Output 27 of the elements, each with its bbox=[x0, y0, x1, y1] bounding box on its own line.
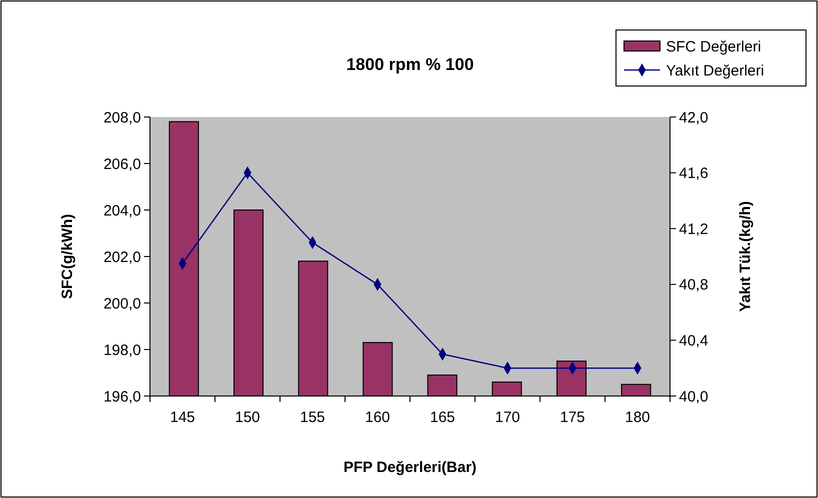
chart-title: 1800 rpm % 100 bbox=[346, 55, 474, 74]
y-tick-label: 208,0 bbox=[103, 109, 141, 126]
y-tick-label: 202,0 bbox=[103, 248, 141, 266]
x-tick-label: 175 bbox=[560, 409, 586, 426]
y2-tick-label: 42,0 bbox=[679, 109, 708, 126]
y-tick-label: 200,0 bbox=[103, 295, 141, 312]
x-tick-label: 150 bbox=[234, 409, 260, 426]
y-tick-label: 204,0 bbox=[103, 202, 141, 220]
x-tick-label: 160 bbox=[364, 409, 390, 426]
legend-label: Yakıt Değerleri bbox=[666, 62, 764, 80]
y-tick-label: 206,0 bbox=[103, 156, 141, 173]
y2-tick-label: 41,2 bbox=[679, 220, 708, 238]
x-tick-label: 165 bbox=[430, 409, 456, 426]
y2-tick-label: 40,8 bbox=[679, 276, 708, 294]
y-tick-label: 198,0 bbox=[103, 342, 141, 359]
legend-label: SFC Değerleri bbox=[666, 38, 762, 56]
x-tick-label: 170 bbox=[494, 409, 520, 426]
y-axis-title: SFC(g/kWh) bbox=[59, 214, 76, 299]
x-tick-label: 155 bbox=[300, 409, 326, 426]
x-tick-label: 180 bbox=[624, 409, 650, 426]
y2-tick-label: 40,4 bbox=[679, 332, 708, 350]
y2-tick-label: 41,6 bbox=[679, 165, 708, 182]
x-axis-title: PFP Değerleri(Bar) bbox=[343, 459, 477, 476]
y2-axis-title: Yakıt Tük.(kg/h) bbox=[737, 201, 754, 312]
y-tick-label: 196,0 bbox=[103, 388, 141, 406]
x-tick-label: 145 bbox=[170, 409, 196, 426]
y2-tick-label: 40,0 bbox=[679, 388, 708, 406]
